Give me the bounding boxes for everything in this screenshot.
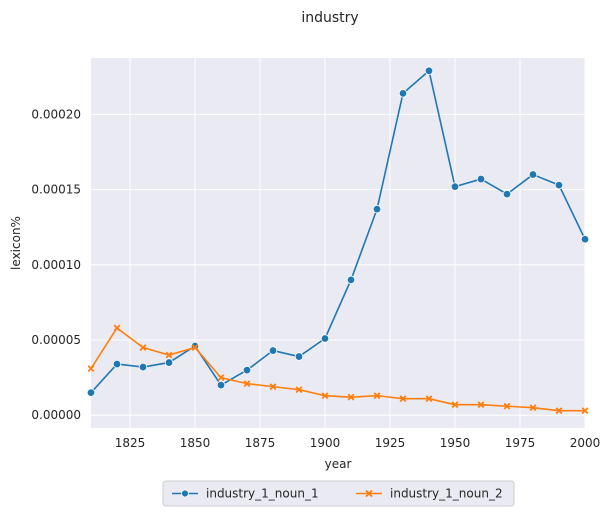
legend: industry_1_noun_1 industry_1_noun_2 [162,480,515,507]
x-axis-label: year [325,457,352,471]
plot-background [91,58,585,428]
data-point [112,359,122,369]
data-point [269,383,277,391]
data-point [372,204,382,214]
data-point [217,374,225,382]
data-point [529,404,537,412]
data-point [451,401,459,409]
data-point [503,402,511,410]
data-point [242,365,252,375]
data-point [243,380,251,388]
data-point [294,352,304,361]
x-tick-label: 1850 [180,436,211,450]
data-point [295,386,303,394]
y-tick-label: 0.00010 [31,258,81,272]
data-point [346,275,356,285]
tick-labels: 1825 1850 1875 1900 1925 1950 1975 2000 0.00000 0… [31,107,600,450]
x-tick-label: 1900 [310,436,341,450]
legend-frame [162,480,515,507]
grid [91,58,586,428]
data-point [164,358,174,367]
y-tick-label: 0.00015 [31,183,81,197]
data-point [555,407,563,415]
data-point [165,351,173,359]
series-layer [86,66,590,415]
data-point [139,344,147,351]
data-point [113,324,121,332]
y-tick-label: 0.00020 [31,107,81,121]
data-point [581,407,589,415]
data-point [138,362,148,372]
data-point [399,395,407,403]
data-point [87,365,95,373]
series-line-1 [90,69,586,394]
x-tick-label: 1925 [375,436,406,450]
x-tick-label: 1825 [115,436,146,450]
data-point [580,235,590,244]
data-point [398,89,408,98]
x-tick-label: 2000 [570,436,601,450]
x-tick-label: 1975 [505,436,536,450]
data-point [216,380,226,390]
data-point [554,180,564,190]
data-point [347,393,355,401]
data-point [476,174,486,184]
data-point [424,66,434,75]
series-line-2 [90,327,585,412]
legend-marker-series-1 [181,489,189,498]
data-point [477,401,485,409]
data-point [320,334,330,343]
legend-label-series-2: industry_1_noun_2 [390,487,503,501]
data-point [268,346,278,355]
data-point [191,344,199,351]
data-point [425,395,433,403]
y-tick-label: 0.00005 [31,333,81,347]
data-point [528,170,538,179]
y-tick-label: 0.00000 [31,408,81,422]
data-point [321,392,329,400]
legend-label-series-1: industry_1_noun_1 [206,487,319,501]
data-point [373,392,381,400]
chart-title: industry [301,10,358,26]
data-point [450,182,460,191]
x-tick-label: 1950 [440,436,471,450]
data-point [502,189,512,199]
x-tick-label: 1875 [245,436,276,450]
legend-marker-series-2 [365,489,373,498]
data-point [86,388,96,397]
y-axis-label: lexicon% [9,216,23,270]
